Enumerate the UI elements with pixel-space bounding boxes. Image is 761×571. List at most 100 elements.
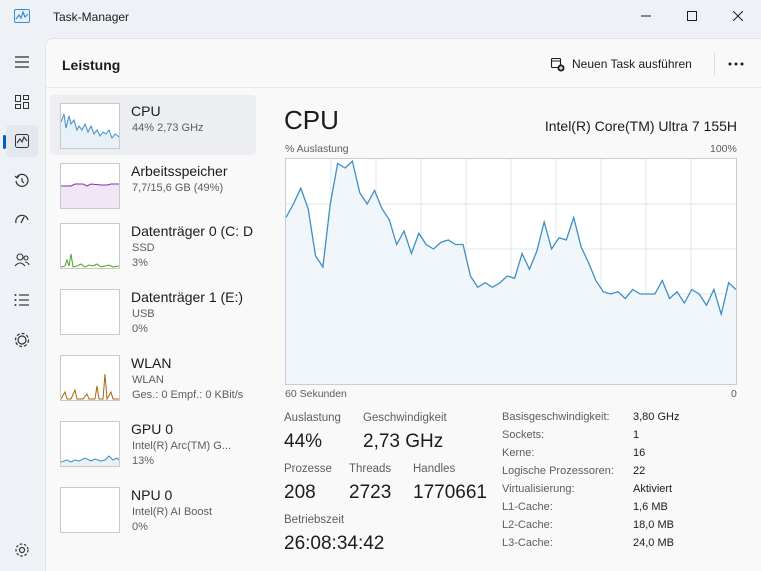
minimize-button[interactable] — [623, 0, 669, 32]
performance-icon — [15, 134, 29, 148]
perf-item-name: CPU — [131, 103, 161, 119]
hamburger-icon — [15, 56, 29, 68]
perf-item-name: WLAN — [131, 355, 172, 371]
nav-settings[interactable] — [6, 534, 38, 566]
disk-0-mini-graph — [60, 223, 120, 269]
spec-key: Basisgeschwindigkeit: — [502, 411, 610, 423]
spec-key: Sockets: — [502, 429, 545, 441]
spec-key: L1-Cache: — [502, 501, 553, 513]
processes-label: Prozesse — [284, 463, 332, 475]
spec-row: L3-Cache: 24,0 MB — [502, 537, 742, 555]
perf-item-type: WLAN — [132, 374, 164, 386]
title-bar: Task-Manager — [0, 0, 761, 36]
spec-key: Logische Prozessoren: — [502, 465, 614, 477]
threads-label: Threads — [349, 463, 392, 475]
spec-key: L3-Cache: — [502, 537, 553, 549]
perf-item-detail: 7,7/15,6 GB (49%) — [132, 182, 224, 194]
settings-icon — [15, 543, 29, 557]
x-axis-left-label: 60 Sekunden — [285, 388, 347, 400]
wlan-mini-graph — [60, 355, 120, 401]
memory-mini-graph — [60, 163, 120, 209]
more-options-button[interactable] — [722, 53, 750, 75]
cpu-usage-area — [286, 161, 736, 384]
perf-item-disk-1[interactable]: Datenträger 1 (E:) USB 0% — [50, 281, 256, 341]
app-history-icon — [14, 173, 29, 187]
cpu-usage-graph — [285, 158, 737, 385]
cpu-usage-line — [285, 160, 737, 317]
users-icon — [14, 253, 30, 267]
nav-services[interactable] — [6, 324, 38, 356]
spec-value: 1,6 MB — [633, 501, 668, 513]
spec-value: 22 — [633, 465, 646, 477]
more-icon — [728, 62, 744, 66]
perf-item-name: Arbeitsspeicher — [131, 163, 228, 179]
run-new-task-button[interactable]: Neuen Task ausführen — [550, 51, 692, 77]
nav-users[interactable] — [6, 244, 38, 276]
spec-row: Sockets: 1 — [502, 429, 742, 447]
spec-value: 3,80 GHz — [633, 411, 680, 423]
perf-item-disk-0[interactable]: Datenträger 0 (C: D SSD 3% — [50, 215, 256, 275]
spec-row: Basisgeschwindigkeit: 3,80 GHz — [502, 411, 742, 429]
header-divider — [714, 53, 715, 75]
services-icon — [14, 332, 30, 348]
task-manager-app-icon — [14, 9, 30, 23]
nav-app-history[interactable] — [6, 165, 38, 197]
page-title: Leistung — [62, 57, 121, 73]
new-task-icon — [550, 57, 565, 71]
perf-item-detail: 13% — [132, 455, 155, 467]
page-header: Leistung Neuen Task ausführen — [46, 39, 761, 88]
disk-1-mini-graph — [60, 289, 120, 335]
spec-key: L2-Cache: — [502, 519, 553, 531]
y-axis-label: % Auslastung — [285, 143, 349, 155]
perf-item-gpu[interactable]: GPU 0 Intel(R) Arc(TM) G... 13% — [50, 413, 256, 473]
startup-icon — [15, 214, 29, 224]
processes-value: 208 — [284, 482, 316, 503]
handles-value: 1770661 — [413, 482, 487, 503]
perf-item-detail: Ges.: 0 Empf.: 0 KBit/s — [132, 389, 244, 401]
speed-value: 2,73 GHz — [363, 431, 444, 452]
perf-item-type: USB — [132, 308, 155, 320]
window-title: Task-Manager — [53, 10, 130, 24]
handles-label: Handles — [413, 463, 456, 475]
speed-label: Geschwindigkeit — [363, 412, 447, 424]
perf-item-name: Datenträger 0 (C: D — [131, 223, 254, 239]
nav-details[interactable] — [6, 284, 38, 316]
perf-item-memory[interactable]: Arbeitsspeicher 7,7/15,6 GB (49%) — [50, 155, 256, 215]
spec-row: Logische Prozessoren: 22 — [502, 465, 742, 483]
perf-item-type: Intel(R) Arc(TM) G... — [132, 440, 231, 452]
detail-title: CPU — [284, 105, 339, 135]
spec-row: L2-Cache: 18,0 MB — [502, 519, 742, 537]
gpu-mini-graph — [60, 421, 120, 467]
x-axis-right-label: 0 — [731, 388, 737, 400]
perf-item-cpu[interactable]: CPU 44% 2,73 GHz — [50, 95, 256, 155]
perf-item-npu[interactable]: NPU 0 Intel(R) AI Boost 0% — [50, 479, 256, 539]
spec-key: Kerne: — [502, 447, 535, 459]
perf-item-name: NPU 0 — [131, 487, 173, 503]
cpu-mini-graph — [60, 103, 120, 149]
spec-value: 1 — [633, 429, 640, 441]
hamburger-menu-button[interactable] — [6, 46, 38, 78]
nav-performance[interactable] — [3, 125, 38, 157]
y-axis-max-label: 100% — [710, 143, 737, 155]
utilization-label: Auslastung — [284, 412, 341, 424]
threads-value: 2723 — [349, 482, 392, 503]
uptime-label: Betriebszeit — [284, 514, 345, 526]
perf-item-name: Datenträger 1 (E:) — [131, 289, 244, 305]
nav-processes[interactable] — [6, 86, 38, 118]
perf-item-name: GPU 0 — [131, 421, 174, 437]
perf-item-detail: 0% — [132, 521, 148, 533]
perf-item-detail: 3% — [132, 257, 148, 269]
spec-value: 18,0 MB — [633, 519, 674, 531]
perf-item-type: Intel(R) AI Boost — [132, 506, 213, 518]
navigation-rail — [0, 36, 44, 571]
cpu-model: Intel(R) Core(TM) Ultra 7 155H — [544, 118, 737, 134]
spec-row: L1-Cache: 1,6 MB — [502, 501, 742, 519]
maximize-button[interactable] — [669, 0, 715, 32]
utilization-value: 44% — [284, 431, 323, 452]
perf-item-detail: 0% — [132, 323, 148, 335]
nav-startup[interactable] — [6, 204, 38, 236]
perf-item-wlan[interactable]: WLAN WLAN Ges.: 0 Empf.: 0 KBit/s — [50, 347, 256, 407]
close-button[interactable] — [715, 0, 761, 32]
spec-value: 16 — [633, 447, 646, 459]
main-content: Leistung Neuen Task ausführen CPU 44% 2,… — [45, 38, 761, 571]
